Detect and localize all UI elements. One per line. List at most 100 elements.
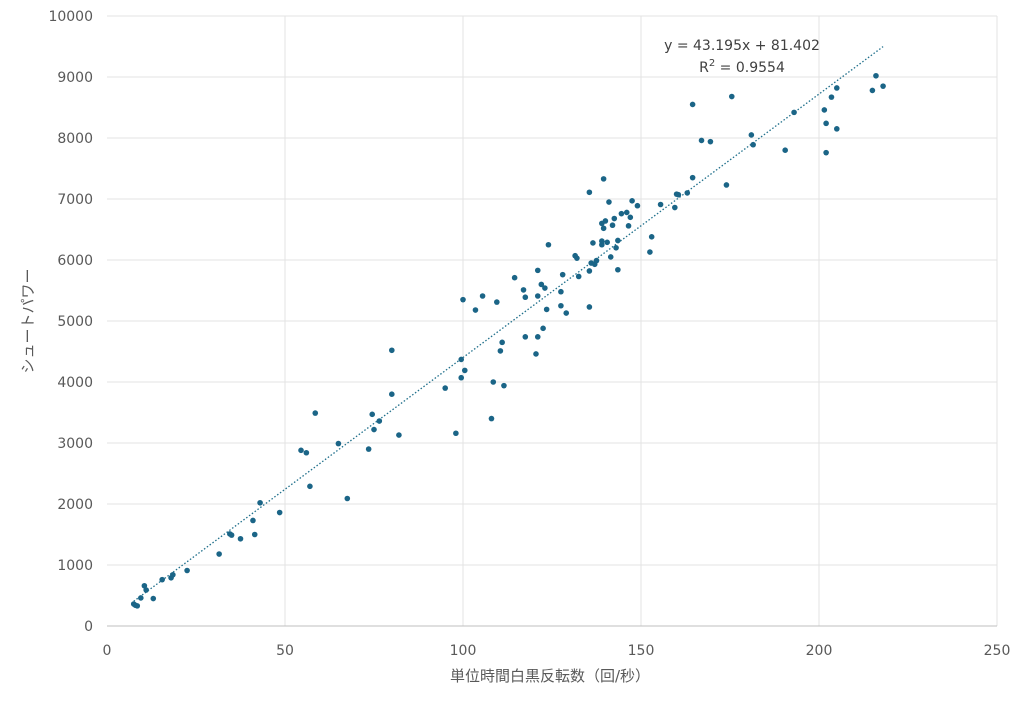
y-tick-label: 1000 xyxy=(57,558,93,574)
data-point xyxy=(251,531,258,538)
data-point xyxy=(461,367,468,374)
data-point xyxy=(543,306,550,313)
y-tick-label: 2000 xyxy=(57,497,93,513)
data-point xyxy=(609,222,616,229)
data-point xyxy=(534,293,541,299)
y-tick-label: 3000 xyxy=(57,436,93,452)
data-point xyxy=(593,257,600,264)
data-point xyxy=(625,223,632,229)
data-point xyxy=(791,109,797,116)
data-point xyxy=(600,225,607,232)
data-point xyxy=(134,603,141,609)
data-point xyxy=(522,294,529,301)
data-point xyxy=(559,271,566,278)
data-point xyxy=(698,137,705,144)
x-axis-title: 単位時間白黒反転数（回/秒） xyxy=(450,667,650,685)
data-point xyxy=(312,410,319,416)
data-point xyxy=(586,304,593,310)
x-tick-label: 0 xyxy=(103,643,112,659)
data-point xyxy=(545,241,552,248)
data-point xyxy=(634,202,641,209)
x-tick-label: 100 xyxy=(450,643,477,659)
data-point xyxy=(472,307,479,313)
data-point xyxy=(627,214,634,221)
data-point xyxy=(499,339,505,346)
data-point xyxy=(442,385,449,391)
data-point xyxy=(228,532,235,538)
data-point xyxy=(657,201,664,208)
data-point xyxy=(184,567,190,574)
data-point xyxy=(590,240,596,246)
data-point xyxy=(520,287,527,293)
y-tick-label: 6000 xyxy=(57,253,93,269)
r-squared-text: R2 = 0.9554 xyxy=(699,58,785,76)
y-axis-title: シュートパワー xyxy=(19,268,37,373)
x-tick-label: 150 xyxy=(628,643,655,659)
data-point xyxy=(159,576,165,583)
x-tick-label: 50 xyxy=(276,643,294,659)
y-tick-label: 4000 xyxy=(57,375,93,391)
data-point xyxy=(869,87,876,94)
data-point xyxy=(250,517,256,524)
data-point xyxy=(389,391,395,398)
data-point xyxy=(707,138,714,145)
data-point xyxy=(821,107,828,113)
data-point xyxy=(689,174,696,181)
data-point xyxy=(675,191,682,198)
x-tick-label: 200 xyxy=(806,643,833,659)
data-point xyxy=(522,334,529,340)
data-point xyxy=(396,432,402,438)
data-point xyxy=(303,449,310,456)
data-point xyxy=(558,302,564,309)
data-point xyxy=(497,348,504,354)
data-point xyxy=(748,132,755,138)
y-tick-label: 7000 xyxy=(57,192,93,208)
data-point xyxy=(276,509,283,516)
data-point xyxy=(533,351,539,357)
data-point xyxy=(629,198,635,204)
r-squared-value: = 0.9554 xyxy=(715,60,785,76)
data-point xyxy=(376,418,383,424)
data-point xyxy=(623,209,630,216)
data-point xyxy=(501,382,507,389)
data-point xyxy=(574,255,580,261)
data-point xyxy=(494,299,500,305)
data-point xyxy=(538,281,545,288)
data-point xyxy=(511,274,518,281)
data-point xyxy=(371,426,377,433)
trendline-equation-text: y = 43.195x + 81.402 xyxy=(664,38,820,54)
y-tick-label: 10000 xyxy=(48,9,93,25)
trendline-layer xyxy=(133,46,884,602)
data-point xyxy=(143,587,149,593)
tick-labels: 0100020003000400050006000700080009000100… xyxy=(48,9,1010,659)
data-point xyxy=(488,415,495,422)
data-point xyxy=(834,126,840,132)
data-point xyxy=(389,347,395,354)
data-point xyxy=(138,595,144,601)
data-point xyxy=(689,101,696,108)
data-point xyxy=(613,245,619,251)
data-point xyxy=(558,288,564,295)
data-point xyxy=(453,430,459,437)
data-point xyxy=(298,447,304,454)
data-point xyxy=(490,379,497,385)
data-point xyxy=(237,535,244,542)
data-point xyxy=(880,83,886,89)
linear-trendline xyxy=(133,46,884,602)
data-point xyxy=(615,266,621,273)
data-point xyxy=(335,440,342,447)
data-point xyxy=(611,215,618,222)
data-point xyxy=(216,551,222,557)
data-point xyxy=(458,374,465,381)
data-point xyxy=(479,293,486,299)
data-point xyxy=(600,176,607,182)
data-point xyxy=(369,411,376,418)
data-point xyxy=(648,234,655,240)
data-point xyxy=(873,72,879,79)
data-point xyxy=(586,189,593,196)
data-point xyxy=(607,254,614,260)
x-tick-label: 250 xyxy=(984,643,1011,659)
data-point xyxy=(728,93,735,100)
data-point xyxy=(563,310,570,316)
data-point xyxy=(534,334,541,340)
